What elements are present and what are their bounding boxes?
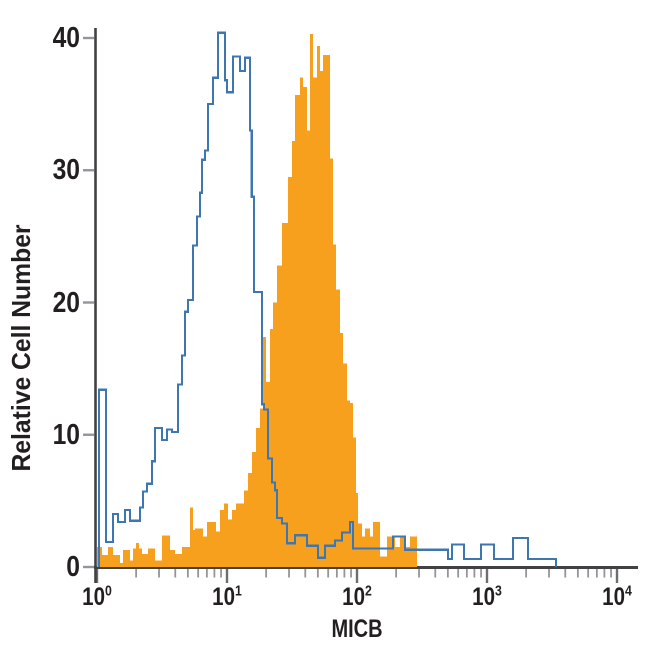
x-axis-title: MICB	[331, 615, 383, 643]
y-tick-label: 20	[52, 286, 80, 319]
filled-orange-histogram	[97, 34, 418, 567]
x-tick-label: 103	[472, 582, 502, 611]
y-axis-title: Relative Cell Number	[6, 224, 36, 472]
x-tick-label: 100	[82, 582, 112, 611]
open-blue-histogram	[97, 31, 557, 567]
y-tick-label: 30	[52, 154, 80, 187]
y-tick-label: 0	[66, 551, 80, 583]
y-tick-label: 10	[52, 418, 80, 451]
x-tick-label: 104	[602, 582, 632, 611]
y-tick-label: 40	[52, 22, 80, 54]
x-tick-label: 101	[212, 582, 242, 611]
x-tick-label: 102	[342, 582, 372, 611]
